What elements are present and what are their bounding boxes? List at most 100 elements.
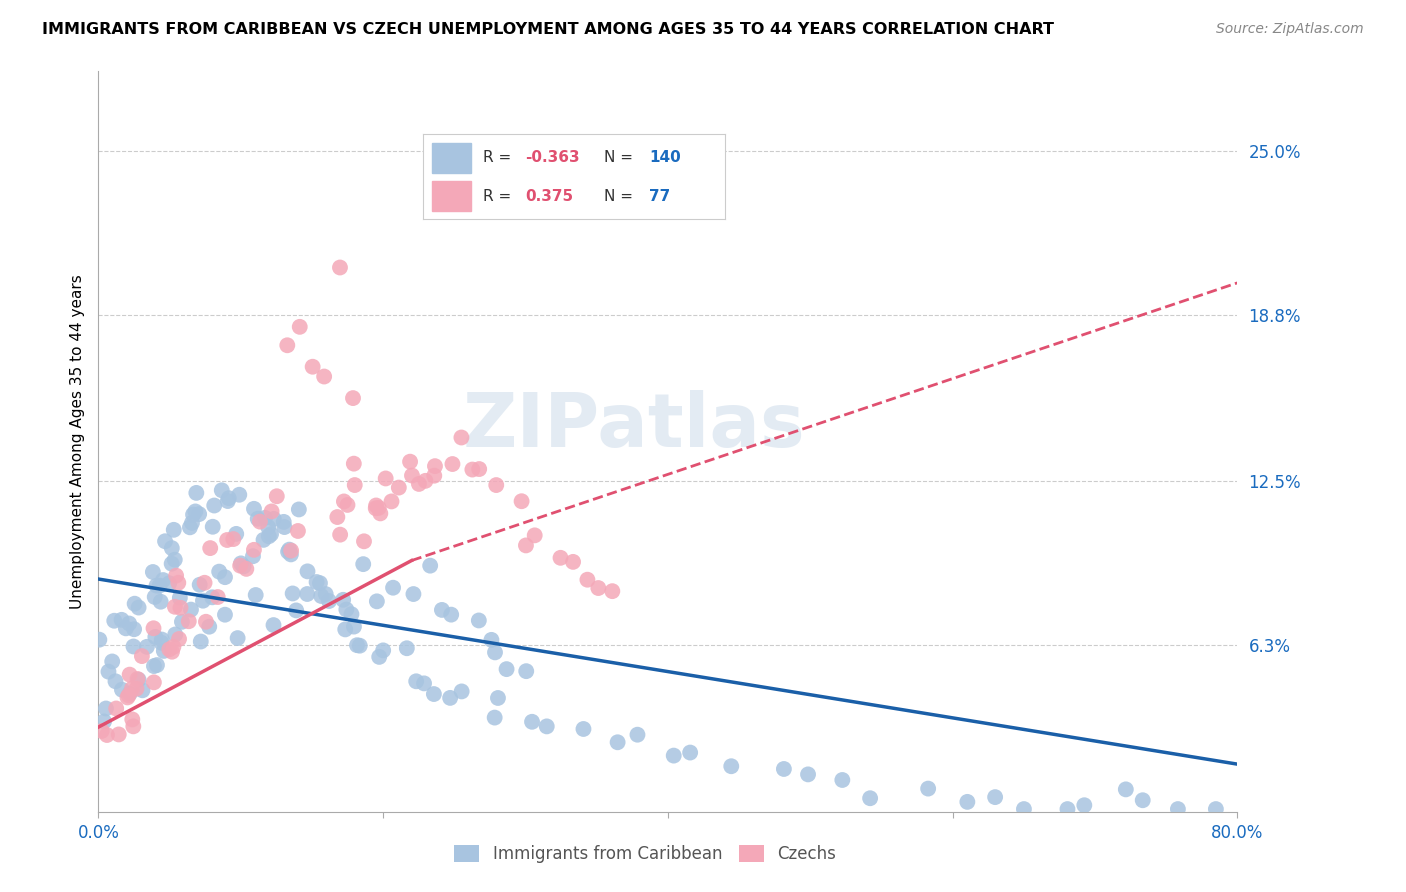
Point <box>450 430 472 444</box>
Point <box>340 607 363 622</box>
Point <box>395 641 418 656</box>
Point <box>202 499 225 513</box>
Point <box>97 665 120 679</box>
Point <box>309 576 332 591</box>
Point <box>797 767 820 781</box>
Point <box>217 494 239 508</box>
Point <box>1167 802 1189 816</box>
Point <box>484 710 506 724</box>
Point <box>124 597 146 611</box>
Point <box>201 520 224 534</box>
Point <box>181 508 204 522</box>
Point <box>121 681 143 696</box>
Point <box>441 457 464 471</box>
Point <box>984 790 1007 805</box>
Point <box>118 687 141 701</box>
Point <box>1073 798 1095 813</box>
Point <box>122 640 145 654</box>
Point <box>184 504 207 518</box>
Point <box>135 640 157 654</box>
Point <box>163 523 186 537</box>
Point <box>515 664 537 678</box>
Point <box>370 507 392 521</box>
Point <box>104 674 127 689</box>
Point <box>413 676 436 690</box>
Point <box>280 543 302 558</box>
Point <box>142 675 165 690</box>
Point <box>917 781 939 796</box>
Point <box>214 570 236 584</box>
Point <box>562 555 585 569</box>
Point <box>217 533 239 547</box>
Legend: Immigrants from Caribbean, Czechs: Immigrants from Caribbean, Czechs <box>447 838 842 870</box>
Point <box>1012 802 1035 816</box>
Point <box>1115 782 1137 797</box>
Point <box>423 468 446 483</box>
Point <box>153 644 176 658</box>
Point <box>314 369 336 384</box>
Point <box>152 573 174 587</box>
Point <box>419 558 441 573</box>
Point <box>165 568 187 582</box>
Text: ZIPatlas: ZIPatlas <box>463 390 806 463</box>
Point <box>142 565 165 579</box>
Point <box>278 542 301 557</box>
Point <box>309 589 332 603</box>
Point <box>1132 793 1154 807</box>
Point <box>190 634 212 648</box>
Point <box>335 602 357 616</box>
Point <box>382 581 405 595</box>
Point <box>225 527 247 541</box>
Point <box>163 599 186 614</box>
Point <box>181 516 204 530</box>
Point <box>440 607 463 622</box>
Point <box>572 722 595 736</box>
Point <box>96 728 118 742</box>
Point <box>118 667 141 681</box>
Point <box>405 674 427 689</box>
Point <box>315 587 337 601</box>
Point <box>588 581 610 595</box>
Point <box>297 565 319 579</box>
Point <box>157 642 180 657</box>
Point <box>336 498 359 512</box>
Point <box>169 591 191 605</box>
Point <box>576 573 599 587</box>
Point <box>257 529 280 543</box>
Point <box>606 735 628 749</box>
Point <box>468 614 491 628</box>
Point <box>333 494 356 508</box>
Point <box>148 578 170 592</box>
Point <box>167 632 190 646</box>
Point <box>266 489 288 503</box>
Point <box>222 532 245 546</box>
Point <box>232 559 254 574</box>
Point <box>335 623 357 637</box>
Point <box>200 541 222 555</box>
Point <box>510 494 533 508</box>
Point <box>388 481 411 495</box>
Point <box>117 690 139 705</box>
Point <box>415 474 437 488</box>
Point <box>188 507 211 521</box>
Point <box>423 687 446 701</box>
Point <box>149 595 172 609</box>
Point <box>208 565 231 579</box>
Point <box>408 477 430 491</box>
Point <box>439 690 461 705</box>
Point <box>111 682 134 697</box>
Point <box>276 338 298 352</box>
Point <box>110 613 132 627</box>
Point <box>150 632 173 647</box>
Point <box>260 527 283 541</box>
Point <box>515 538 537 552</box>
Point <box>246 512 269 526</box>
Point <box>662 748 685 763</box>
Point <box>131 683 153 698</box>
Point <box>281 586 304 600</box>
Point <box>380 494 402 508</box>
Point <box>550 550 572 565</box>
Point <box>160 557 183 571</box>
Point <box>165 627 187 641</box>
Point <box>131 649 153 664</box>
